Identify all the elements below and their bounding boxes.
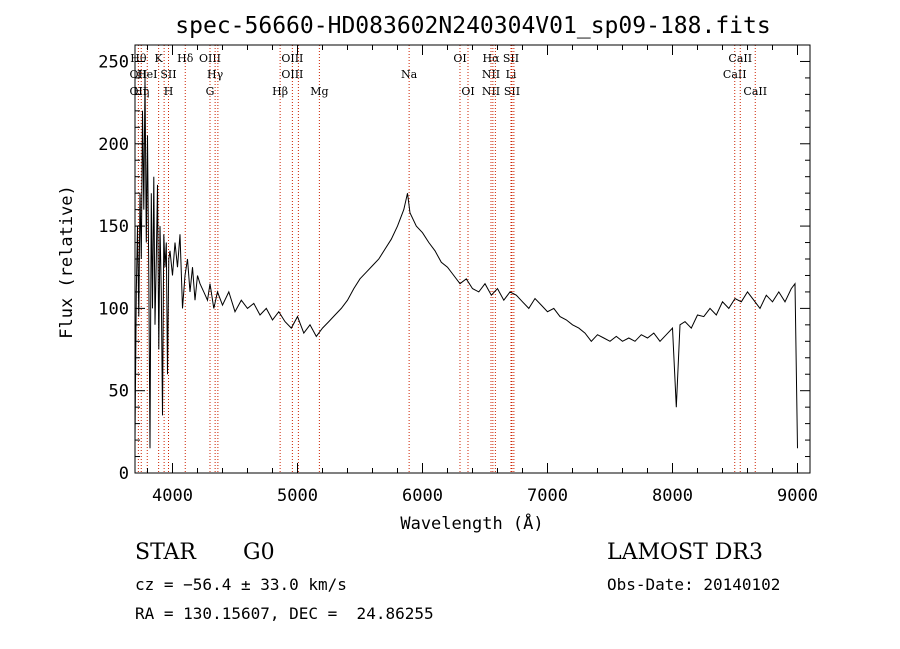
y-tick-label: 100: [98, 299, 129, 319]
object-subclass: G0: [243, 540, 275, 565]
line-marker-label: Mg: [310, 85, 328, 98]
x-tick-label: 5000: [277, 486, 318, 506]
y-tick-label: 0: [119, 464, 129, 484]
line-marker-label: NII: [482, 68, 500, 81]
line-marker-label: OII: [130, 85, 148, 98]
line-marker-label: Hγ: [207, 68, 224, 81]
line-marker-label: OIII: [281, 68, 303, 81]
line-marker-label: Hα: [482, 52, 500, 65]
line-marker-label: OIII: [281, 52, 303, 65]
line-marker-label: CaII: [728, 52, 752, 65]
line-marker-label: Li: [506, 68, 517, 81]
x-tick-label: 7000: [527, 486, 568, 506]
line-marker-label: Hθ: [130, 52, 147, 65]
line-marker-label: Na: [401, 68, 418, 81]
x-tick-label: 8000: [652, 486, 693, 506]
y-tick-label: 50: [109, 382, 129, 402]
spectrum-line: [134, 77, 798, 449]
line-marker-label: Hβ: [272, 85, 288, 98]
redshift-readout: cz = −56.4 ± 33.0 km/s: [135, 575, 347, 594]
y-tick-label: 150: [98, 217, 129, 237]
y-axis: 0 50 100 150 200 250: [98, 44, 810, 484]
obs-date: Obs-Date: 20140102: [607, 575, 781, 594]
line-marker-label: OI: [461, 85, 474, 98]
line-marker-label: OIII: [199, 52, 221, 65]
chart-title: spec-56660-HD083602N240304V01_sp09-188.f…: [175, 13, 770, 39]
x-tick-label: 4000: [152, 486, 193, 506]
y-tick-label: 250: [98, 52, 129, 72]
plot-frame: [134, 44, 811, 474]
spectrum-series: [134, 77, 798, 449]
line-marker-label: H: [164, 85, 174, 98]
line-marker-label: NII: [482, 85, 500, 98]
y-tick-label: 200: [98, 135, 129, 155]
line-marker-label: CaII: [743, 85, 767, 98]
line-marker-label: G: [206, 85, 215, 98]
x-axis: 4000 5000 6000 7000 8000 9000: [147, 45, 818, 506]
y-axis-label: Flux (relative): [57, 185, 77, 339]
line-marker-label: K: [155, 52, 164, 65]
line-marker-label: OII: [130, 68, 148, 81]
object-class: STAR: [135, 540, 196, 565]
x-axis-label: Wavelength (Å): [400, 512, 543, 534]
survey-name: LAMOST DR3: [607, 540, 763, 565]
line-marker-label: Hδ: [177, 52, 194, 65]
line-marker-label: SII: [503, 52, 519, 65]
line-marker-label: SII: [504, 85, 520, 98]
coordinates: RA = 130.15607, DEC = 24.86255: [135, 604, 434, 623]
line-marker-label: OI: [453, 52, 466, 65]
x-tick-label: 9000: [777, 486, 818, 506]
x-tick-label: 6000: [402, 486, 443, 506]
line-marker-label: SII: [160, 68, 176, 81]
line-marker-label: CaII: [723, 68, 747, 81]
line-marker-label: HeI: [137, 68, 157, 81]
